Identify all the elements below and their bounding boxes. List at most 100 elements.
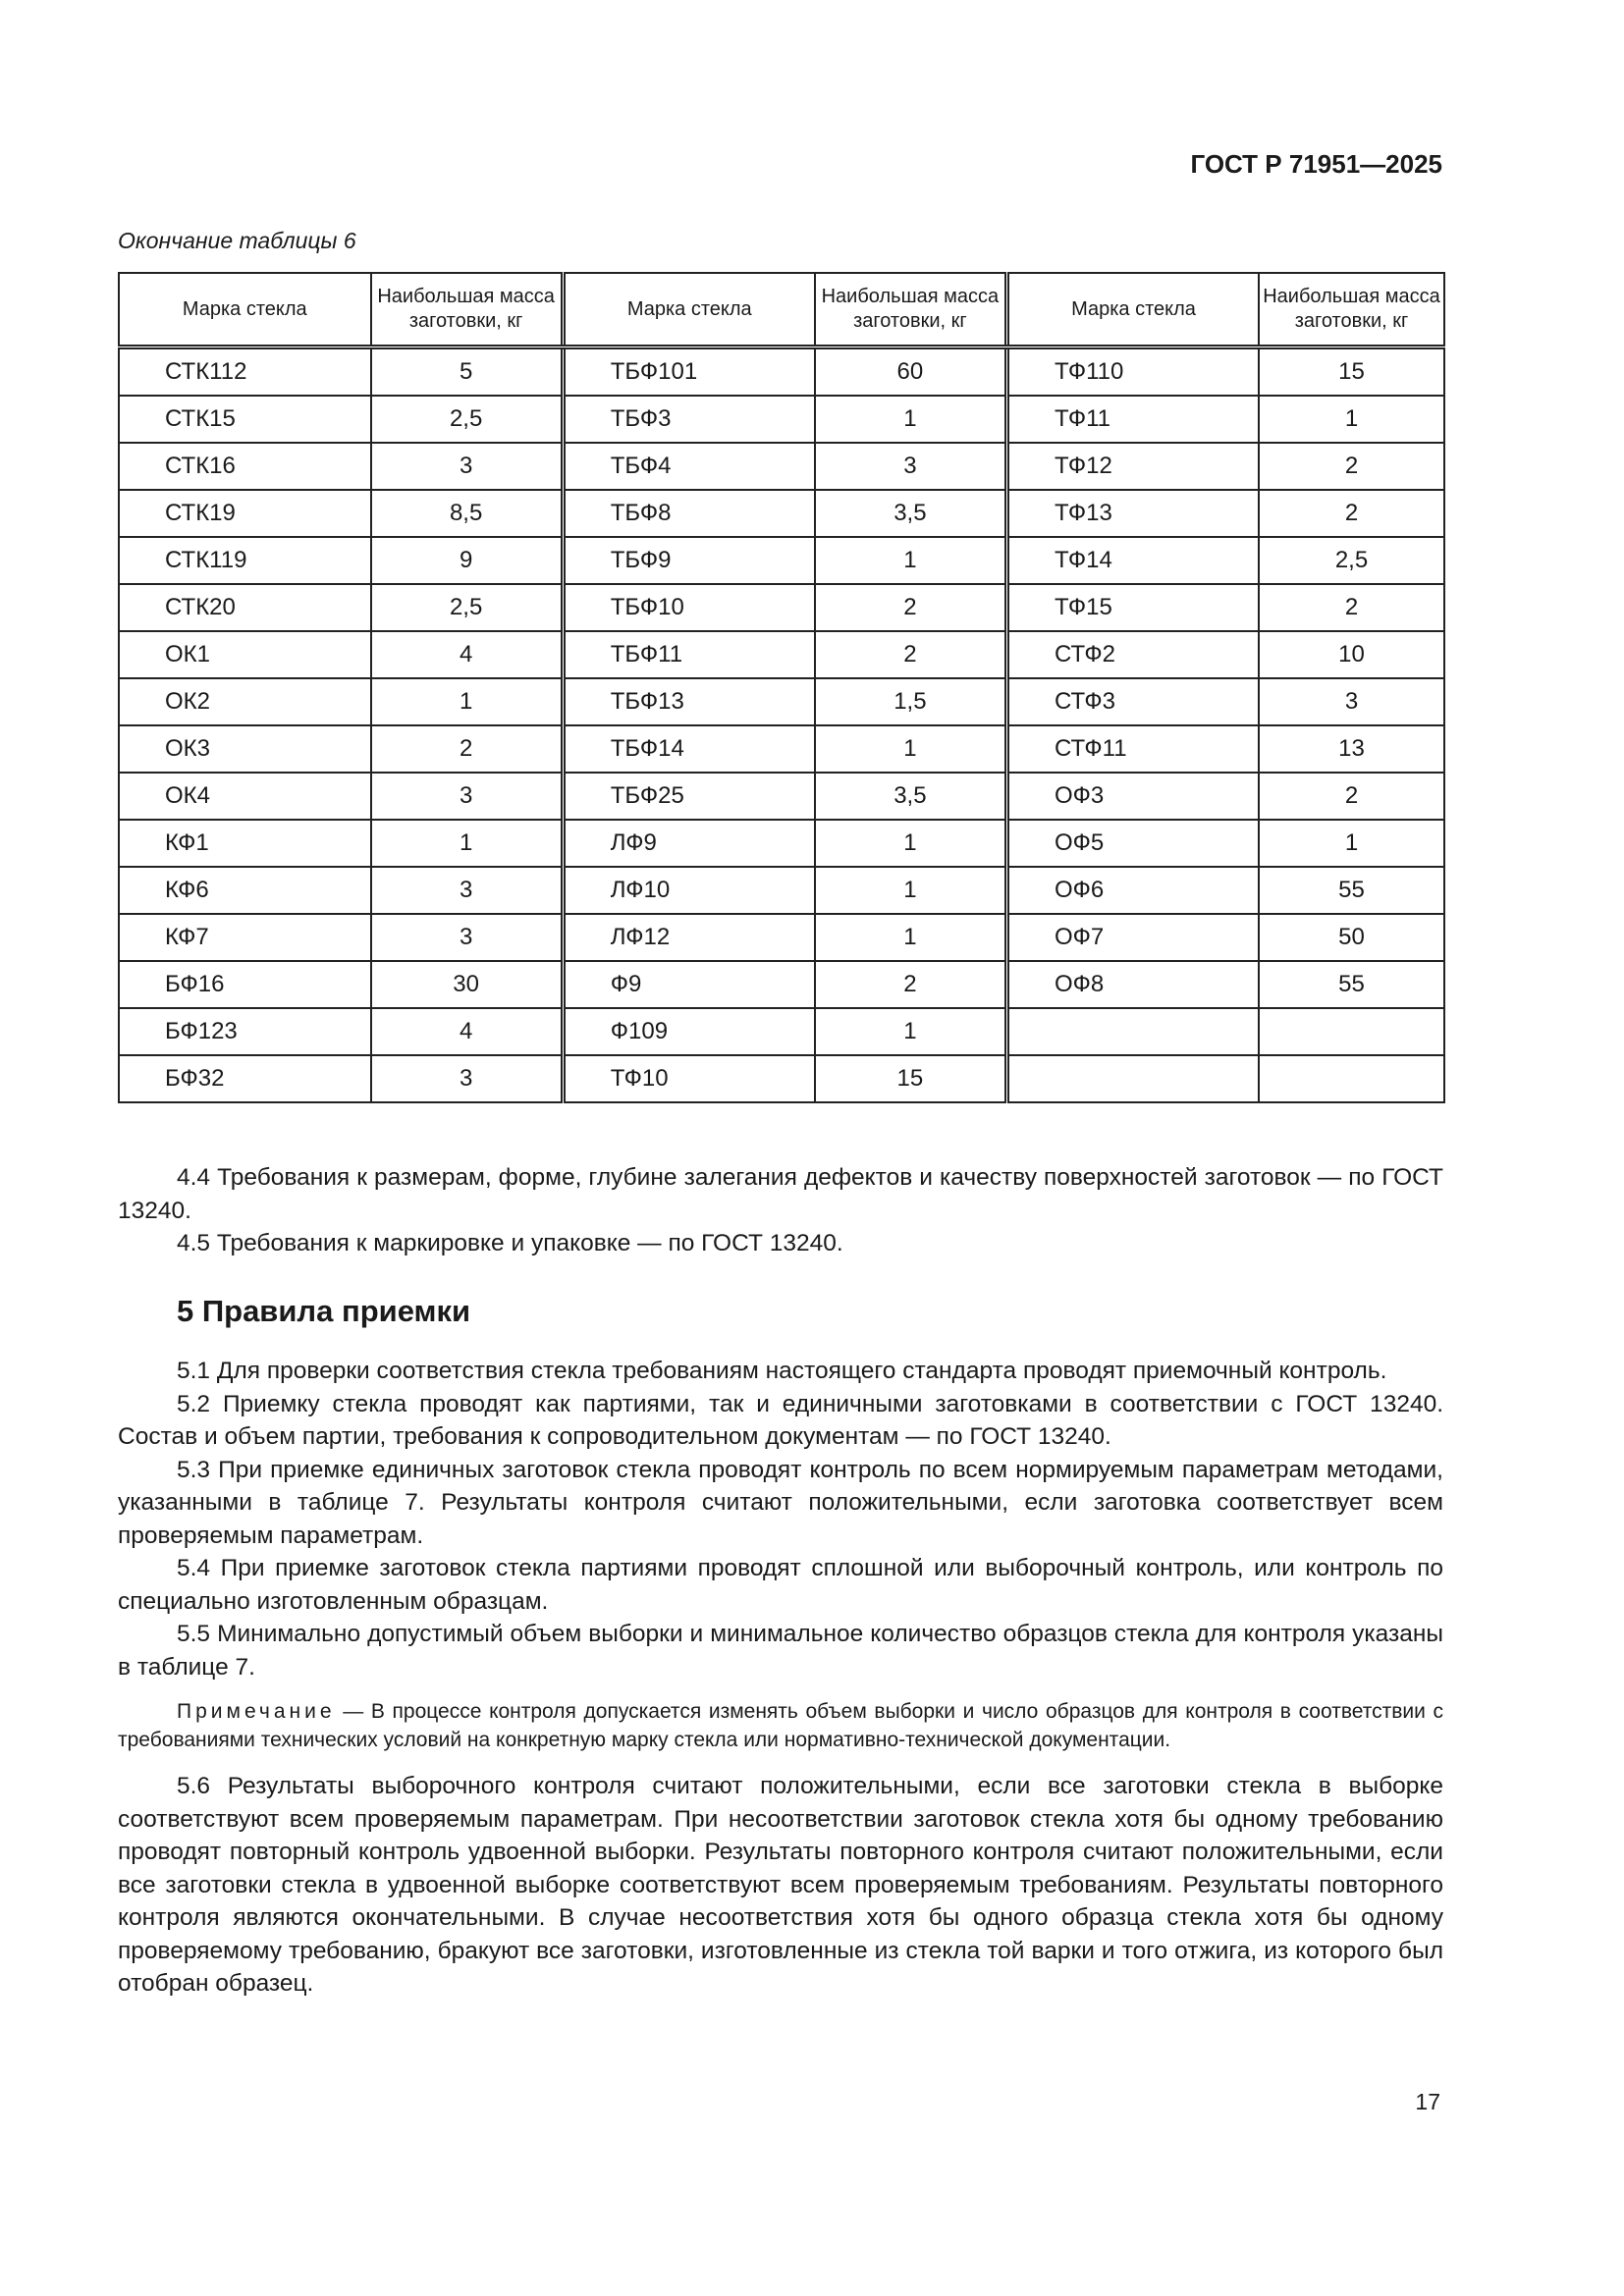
mass-cell: 5 — [369, 346, 565, 397]
grade-cell: СТФ2 — [1004, 630, 1260, 679]
grade-cell: ОФ7 — [1004, 913, 1260, 962]
mass-cell: 3 — [369, 866, 565, 915]
table-row: БФ123 4 Ф109 1 — [118, 1007, 1445, 1056]
table-row: КФ7 3 ЛФ12 1 ОФ7 50 — [118, 913, 1445, 962]
mass-cell — [1258, 1007, 1445, 1056]
grade-cell — [1004, 1007, 1260, 1056]
mass-cell: 55 — [1258, 960, 1445, 1009]
table-row: СТК15 2,5 ТБФ3 1 ТФ11 1 — [118, 395, 1445, 444]
header-mass: Наибольшая масса заготовки, кг — [813, 272, 1008, 349]
grade-cell: ТБФ101 — [560, 346, 816, 397]
table-row: СТК20 2,5 ТБФ10 2 ТФ15 2 — [118, 583, 1445, 632]
grade-cell: ТБФ13 — [560, 677, 816, 726]
header-mass: Наибольшая масса заготовки, кг — [1258, 272, 1445, 349]
grade-cell: ТБФ25 — [560, 772, 816, 821]
mass-cell: 13 — [1258, 724, 1445, 774]
paragraph-4-5: 4.5 Требования к маркировке и упаковке —… — [177, 1230, 843, 1256]
mass-cell: 2,5 — [369, 395, 565, 444]
table-row: СТК19 8,5 ТБФ8 3,5 ТФ13 2 — [118, 489, 1445, 538]
note-text: — В процессе контроля допускается изменя… — [118, 1700, 1443, 1751]
grade-cell: ТФ10 — [560, 1054, 816, 1103]
grade-cell: ТФ11 — [1004, 395, 1260, 444]
table-row: СТК119 9 ТБФ9 1 ТФ14 2,5 — [118, 536, 1445, 585]
mass-cell: 3 — [369, 772, 565, 821]
mass-cell: 2 — [1258, 583, 1445, 632]
grade-cell: СТФ11 — [1004, 724, 1260, 774]
table-row: БФ32 3 ТФ10 15 — [118, 1054, 1445, 1103]
mass-cell: 2 — [813, 960, 1008, 1009]
table-row: ОК4 3 ТБФ25 3,5 ОФ3 2 — [118, 772, 1445, 821]
grade-cell: ТФ110 — [1004, 346, 1260, 397]
table-header-row: Марка стекла Наибольшая масса заготовки, … — [118, 272, 1445, 349]
grade-cell: СТК119 — [118, 536, 372, 585]
grade-cell: ТБФ9 — [560, 536, 816, 585]
paragraph-4-4: 4.4 Требования к размерам, форме, глубин… — [118, 1164, 1443, 1224]
mass-cell: 9 — [369, 536, 565, 585]
mass-cell: 1 — [813, 819, 1008, 868]
mass-cell: 4 — [369, 1007, 565, 1056]
mass-cell: 3 — [369, 913, 565, 962]
grade-cell: СТК20 — [118, 583, 372, 632]
grade-cell: ОФ3 — [1004, 772, 1260, 821]
mass-cell: 3,5 — [813, 772, 1008, 821]
mass-cell: 1 — [813, 395, 1008, 444]
mass-cell: 1 — [1258, 395, 1445, 444]
table-caption: Окончание таблицы 6 — [118, 228, 356, 253]
header-mass: Наибольшая масса заготовки, кг — [369, 272, 565, 349]
mass-cell: 2 — [1258, 442, 1445, 491]
mass-cell: 2 — [369, 724, 565, 774]
paragraph-5-2: 5.2 Приемку стекла проводят как партиями… — [118, 1390, 1443, 1451]
mass-cell: 1 — [813, 536, 1008, 585]
table-row: КФ1 1 ЛФ9 1 ОФ5 1 — [118, 819, 1445, 868]
mass-cell: 3 — [369, 1054, 565, 1103]
grade-cell: БФ32 — [118, 1054, 372, 1103]
glass-mass-table: Марка стекла Наибольшая масса заготовки, … — [118, 272, 1445, 1103]
section-4-text: 4.4 Требования к размерам, форме, глубин… — [118, 1161, 1443, 1260]
mass-cell: 2,5 — [1258, 536, 1445, 585]
mass-cell: 1 — [813, 1007, 1008, 1056]
paragraph-5-5: 5.5 Минимально допустимый объем выборки … — [118, 1621, 1443, 1681]
paragraph-5-1: 5.1 Для проверки соответствия стекла тре… — [177, 1358, 1387, 1384]
table-row: БФ16 30 Ф9 2 ОФ8 55 — [118, 960, 1445, 1009]
grade-cell: ОК3 — [118, 724, 372, 774]
mass-cell: 60 — [813, 346, 1008, 397]
mass-cell: 8,5 — [369, 489, 565, 538]
grade-cell: ЛФ10 — [560, 866, 816, 915]
grade-cell — [1004, 1054, 1260, 1103]
grade-cell: КФ1 — [118, 819, 372, 868]
grade-cell: СТК16 — [118, 442, 372, 491]
paragraph-5-4: 5.4 При приемке заготовок стекла партиям… — [118, 1555, 1443, 1615]
mass-cell: 2 — [1258, 489, 1445, 538]
mass-cell: 55 — [1258, 866, 1445, 915]
header-grade: Марка стекла — [560, 272, 816, 349]
grade-cell: ОК2 — [118, 677, 372, 726]
note: Примечание — В процессе контроля допуска… — [118, 1697, 1443, 1754]
grade-cell: Ф109 — [560, 1007, 816, 1056]
mass-cell: 4 — [369, 630, 565, 679]
grade-cell: КФ7 — [118, 913, 372, 962]
mass-cell: 30 — [369, 960, 565, 1009]
grade-cell: ТФ13 — [1004, 489, 1260, 538]
section-5-text: 5.1 Для проверки соответствия стекла тре… — [118, 1355, 1443, 2001]
grade-cell: СТК19 — [118, 489, 372, 538]
mass-cell: 10 — [1258, 630, 1445, 679]
grade-cell: СТФ3 — [1004, 677, 1260, 726]
mass-cell: 2 — [1258, 772, 1445, 821]
mass-cell: 1 — [1258, 819, 1445, 868]
mass-cell: 2,5 — [369, 583, 565, 632]
grade-cell: ТБФ10 — [560, 583, 816, 632]
document-header: ГОСТ Р 71951—2025 — [1190, 149, 1442, 179]
mass-cell: 2 — [813, 630, 1008, 679]
mass-cell: 1 — [369, 819, 565, 868]
grade-cell: ТФ14 — [1004, 536, 1260, 585]
grade-cell: ОК1 — [118, 630, 372, 679]
mass-cell: 1 — [813, 866, 1008, 915]
grade-cell: БФ123 — [118, 1007, 372, 1056]
grade-cell: СТК112 — [118, 346, 372, 397]
mass-cell: 15 — [1258, 346, 1445, 397]
mass-cell: 15 — [813, 1054, 1008, 1103]
mass-cell: 2 — [813, 583, 1008, 632]
grade-cell: ТБФ14 — [560, 724, 816, 774]
mass-cell: 1 — [813, 724, 1008, 774]
